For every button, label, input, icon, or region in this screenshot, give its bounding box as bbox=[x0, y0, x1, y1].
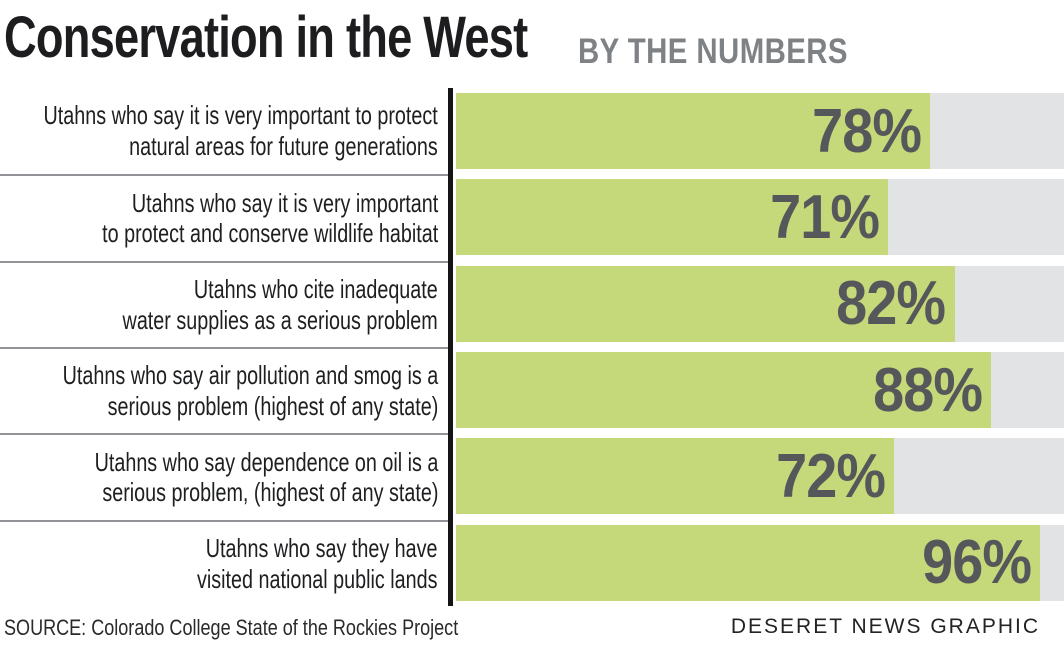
row-label-cell: Utahns who cite inadequate water supplie… bbox=[0, 260, 448, 347]
row-label: Utahns who say it is very important to p… bbox=[102, 188, 438, 249]
row-label-cell: Utahns who say dependence on oil is a se… bbox=[0, 433, 448, 519]
bar-fill: 78% bbox=[456, 93, 931, 170]
row-label-cell: Utahns who say air pollution and smog is… bbox=[0, 346, 448, 433]
bar-fill: 88% bbox=[456, 352, 992, 429]
row-label-line1: Utahns who say they have bbox=[206, 533, 438, 564]
page-title: Conservation in the West bbox=[4, 5, 528, 70]
chart-row: Utahns who say dependence on oil is a se… bbox=[0, 433, 1064, 520]
row-label-cell: Utahns who say they have visited nationa… bbox=[0, 519, 448, 606]
row-label-line2: serious problem, (highest of any state) bbox=[101, 477, 439, 508]
row-label-line1: Utahns who say dependence on oil is a bbox=[94, 446, 438, 477]
bar-fill: 72% bbox=[456, 438, 894, 515]
header: Conservation in the West BY THE NUMBERS bbox=[0, 0, 1064, 88]
bar-cell: 96% bbox=[448, 519, 1064, 606]
row-label: Utahns who say they have visited nationa… bbox=[197, 533, 438, 594]
chart-row: Utahns who say they have visited nationa… bbox=[0, 519, 1064, 606]
row-label-line1: Utahns who cite inadequate bbox=[194, 274, 438, 305]
row-label-line1: Utahns who say it is very important to p… bbox=[43, 100, 438, 131]
row-label-cell: Utahns who say it is very important to p… bbox=[0, 174, 448, 260]
bar-track: 71% bbox=[456, 179, 1064, 256]
publisher-credit: DESERET NEWS GRAPHIC bbox=[730, 615, 1040, 638]
bar-fill: 71% bbox=[456, 179, 888, 256]
row-label: Utahns who cite inadequate water supplie… bbox=[123, 274, 438, 335]
source-credit: SOURCE: Colorado College State of the Ro… bbox=[4, 615, 459, 640]
bar-track: 78% bbox=[456, 93, 1064, 170]
value-label: 82% bbox=[836, 269, 947, 339]
value-label: 78% bbox=[812, 96, 922, 166]
bar-track: 96% bbox=[456, 524, 1064, 601]
bar-cell: 88% bbox=[448, 346, 1064, 434]
row-label-line2: natural areas for future generations bbox=[129, 131, 438, 162]
row-label-line2: to protect and conserve wildlife habitat bbox=[101, 218, 438, 249]
bar-track: 88% bbox=[456, 352, 1064, 429]
row-label-line2: serious problem (highest of any state) bbox=[107, 391, 439, 422]
bar-cell: 78% bbox=[448, 88, 1064, 175]
row-label-line1: Utahns who say it is very important bbox=[131, 187, 439, 218]
value-label: 71% bbox=[769, 182, 880, 252]
row-label-cell: Utahns who say it is very important to p… bbox=[0, 88, 448, 174]
row-label: Utahns who say it is very important to p… bbox=[44, 100, 438, 161]
row-label: Utahns who say dependence on oil is a se… bbox=[94, 447, 438, 508]
bar-fill: 96% bbox=[456, 524, 1040, 601]
value-label: 96% bbox=[921, 528, 1032, 598]
bar-chart: Utahns who say it is very important to p… bbox=[0, 88, 1064, 606]
row-label: Utahns who say air pollution and smog is… bbox=[62, 360, 438, 421]
bar-cell: 71% bbox=[448, 174, 1064, 261]
footer: SOURCE: Colorado College State of the Ro… bbox=[0, 606, 1064, 649]
page-subtitle: BY THE NUMBERS bbox=[578, 32, 848, 71]
chart-row: Utahns who say air pollution and smog is… bbox=[0, 346, 1064, 434]
bar-track: 72% bbox=[456, 438, 1064, 515]
chart-row: Utahns who say it is very important to p… bbox=[0, 88, 1064, 175]
row-label-line1: Utahns who say air pollution and smog is… bbox=[62, 360, 438, 391]
bar-fill: 82% bbox=[456, 265, 955, 342]
value-label: 72% bbox=[775, 441, 886, 511]
chart-row: Utahns who say it is very important to p… bbox=[0, 174, 1064, 261]
row-label-line2: visited national public lands bbox=[197, 563, 438, 594]
bar-track: 82% bbox=[456, 265, 1064, 342]
bar-cell: 72% bbox=[448, 433, 1064, 520]
value-label: 88% bbox=[873, 355, 983, 425]
bar-cell: 82% bbox=[448, 260, 1064, 347]
chart-row: Utahns who cite inadequate water supplie… bbox=[0, 260, 1064, 347]
row-label-line2: water supplies as a serious problem bbox=[122, 304, 438, 335]
